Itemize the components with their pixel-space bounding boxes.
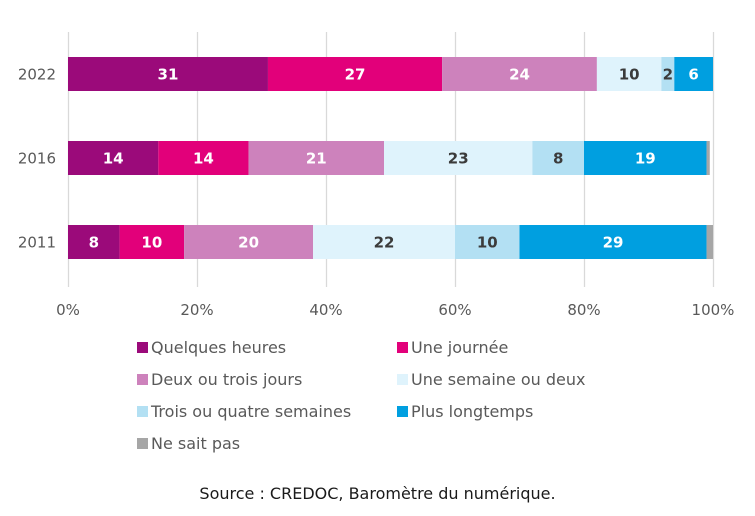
data-label: 10: [619, 66, 640, 84]
data-label: 2: [663, 66, 673, 84]
legend-item: Deux ou trois jours: [137, 368, 397, 390]
data-label: 19: [635, 150, 656, 168]
legend-item: Une journée: [397, 336, 607, 358]
legend-swatch: [397, 405, 408, 417]
data-label: 10: [141, 234, 162, 252]
data-label: 22: [374, 234, 395, 252]
x-tick-label: 20%: [180, 301, 213, 319]
data-label: 14: [103, 150, 124, 168]
legend-swatch: [137, 405, 148, 417]
bar-segment: [706, 141, 710, 175]
data-label: 23: [448, 150, 469, 168]
bar-segment: [519, 225, 707, 259]
legend-label: Une journée: [411, 337, 509, 357]
legend-item: Quelques heures: [137, 336, 397, 358]
bar-segment: [68, 141, 159, 175]
bar-segment: [706, 225, 713, 259]
legend-label: Deux ou trois jours: [151, 369, 303, 389]
bars: 31 27 24 10 2 6 14 14 21 23 8 19 8 10 20 22 10 29: [68, 57, 713, 259]
data-label: 8: [553, 150, 563, 168]
bar-segment: [596, 57, 662, 91]
x-tick-label: 100%: [692, 301, 735, 319]
legend-swatch: [137, 373, 148, 385]
data-label: 8: [89, 234, 99, 252]
bar-segment: [68, 57, 268, 91]
legend-item: Une semaine ou deux: [397, 368, 607, 390]
bar-segment: [442, 57, 597, 91]
bar-segment: [68, 225, 120, 259]
bar-segment: [384, 141, 533, 175]
x-tick-label: 80%: [567, 301, 600, 319]
legend-swatch: [137, 437, 148, 449]
legend-label: Une semaine ou deux: [411, 369, 586, 389]
legend-item: Ne sait pas: [137, 432, 397, 454]
y-category-label: 2022: [18, 66, 56, 84]
bar-segment: [532, 141, 584, 175]
legend: Quelques heures Une journée Deux ou trois …: [137, 336, 607, 454]
data-label: 29: [603, 234, 624, 252]
legend-label: Trois ou quatre semaines: [151, 401, 352, 421]
data-label: 27: [345, 66, 366, 84]
bar-segment: [674, 57, 713, 91]
legend-item: Plus longtemps: [397, 400, 607, 422]
data-label: 31: [158, 66, 179, 84]
y-category-label: 2016: [18, 150, 56, 168]
data-label: 20: [238, 234, 259, 252]
bar-segment: [158, 141, 249, 175]
data-label: 10: [477, 234, 498, 252]
legend-swatch: [397, 341, 408, 353]
bar-segment: [248, 141, 385, 175]
x-tick-label: 40%: [309, 301, 342, 319]
data-label: 24: [509, 66, 530, 84]
x-tick-label: 0%: [56, 301, 80, 319]
bar-segment: [184, 225, 314, 259]
bar-segment: [661, 57, 675, 91]
bar-segment: [584, 141, 707, 175]
data-label: 6: [688, 66, 698, 84]
bar-segment: [313, 225, 455, 259]
x-axis-labels: 0% 20% 40% 60% 80% 100%: [56, 301, 734, 319]
y-axis-labels: 2022 2016 2011: [18, 66, 56, 252]
source-note: Source : CREDOC, Baromètre du numérique.: [199, 484, 556, 503]
legend-label: Ne sait pas: [151, 433, 241, 453]
legend-item: Trois ou quatre semaines: [137, 400, 397, 422]
data-label: 21: [306, 150, 327, 168]
data-label: 14: [193, 150, 214, 168]
legend-swatch: [397, 373, 408, 385]
bar-segment: [267, 57, 443, 91]
legend-swatch: [137, 341, 148, 353]
bar-segment: [119, 225, 185, 259]
legend-label: Plus longtemps: [411, 401, 534, 421]
stacked-bar-chart: 31 27 24 10 2 614 14 21 23 8 198 10 20 22 10 29 2022201…: [18, 32, 734, 319]
y-category-label: 2011: [18, 234, 56, 252]
legend-label: Quelques heures: [151, 337, 287, 357]
x-tick-label: 60%: [438, 301, 471, 319]
bar-segment: [455, 225, 520, 259]
